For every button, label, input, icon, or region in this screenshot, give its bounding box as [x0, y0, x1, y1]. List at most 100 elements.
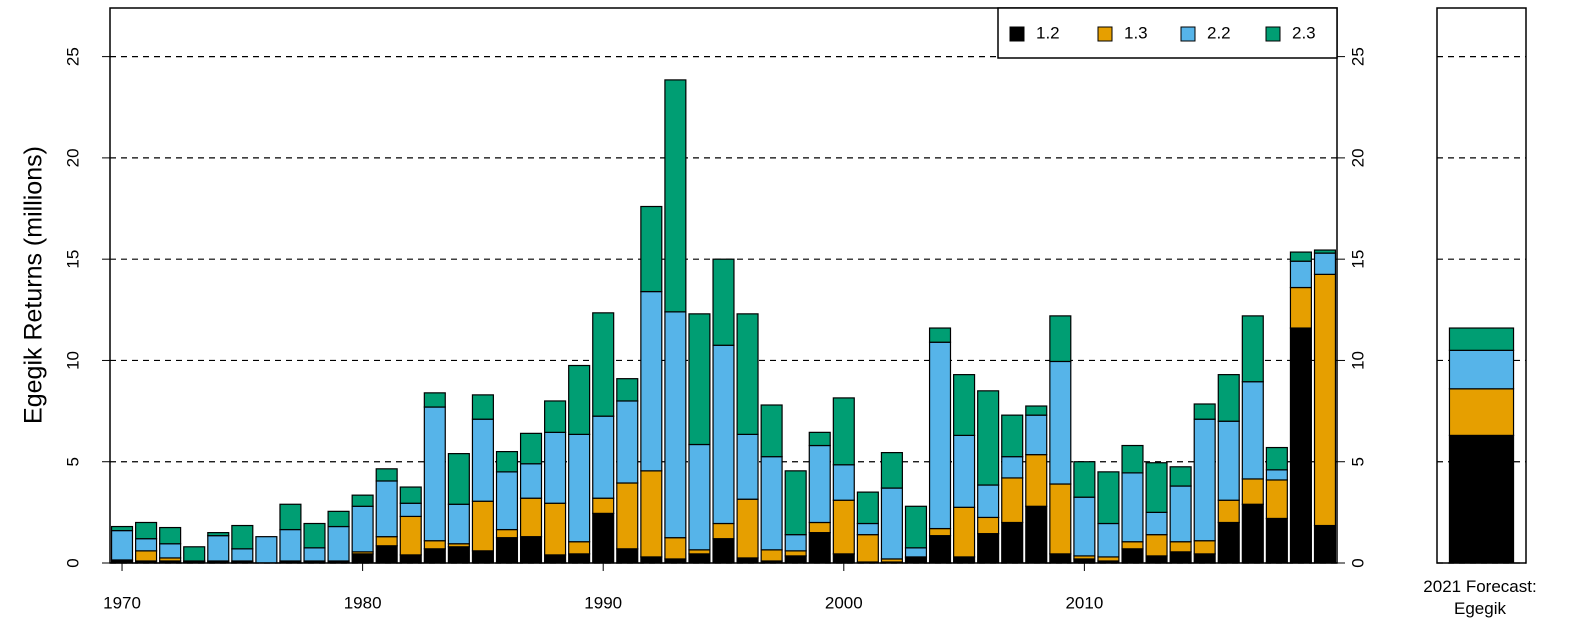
bar-segment: [1265, 479, 1288, 520]
bar-segment: [1265, 446, 1288, 471]
bar-segment: [977, 390, 1000, 486]
bar-segment: [1265, 469, 1288, 481]
bar-segment: [592, 512, 615, 564]
bar-segment: [1121, 472, 1144, 543]
y2-tick-label: 20: [1348, 148, 1367, 167]
bar-segment: [495, 537, 519, 564]
legend-swatch: [1009, 26, 1025, 42]
bar-segment: [471, 394, 494, 420]
bar-segment: [616, 548, 639, 564]
bar-segment: [568, 433, 591, 543]
bar-segment: [1025, 405, 1048, 416]
bar-segment: [880, 452, 903, 489]
bar-segment: [1448, 434, 1515, 564]
bar-segment: [423, 406, 446, 542]
bar-segment: [736, 313, 759, 435]
legend-label: 1.2: [1036, 23, 1060, 42]
bar-segment: [1073, 461, 1096, 498]
bar-segment: [135, 538, 158, 552]
bar-segment: [784, 555, 807, 564]
bar-segment: [1001, 414, 1024, 458]
bar-segment: [688, 443, 711, 551]
bar-segment: [640, 556, 663, 564]
bar-segment: [423, 548, 446, 564]
bar-segment: [1121, 541, 1144, 550]
bar-segment: [447, 453, 470, 505]
bar-segment: [399, 502, 422, 518]
bar-segment: [1241, 315, 1264, 383]
bar-segment: [519, 432, 543, 465]
bar-segment: [784, 550, 807, 557]
bar-segment: [760, 404, 783, 458]
bar-segment: [495, 528, 519, 539]
bar-segment: [712, 258, 735, 346]
bar-segment: [736, 433, 759, 500]
bar-segment: [423, 540, 446, 550]
bar-segment: [110, 529, 134, 561]
bar-segment: [1001, 477, 1024, 524]
y-tick-label: 20: [63, 148, 82, 167]
y2-tick-label: 15: [1348, 250, 1367, 269]
legend-label: 2.3: [1292, 23, 1316, 42]
bar-segment: [664, 311, 687, 539]
bar-segment: [640, 470, 663, 558]
legend-swatch: [1097, 26, 1113, 42]
bar-segment: [399, 486, 422, 504]
bar-segment: [351, 505, 374, 553]
bar-segment: [1097, 471, 1120, 525]
bar-segment: [856, 522, 879, 536]
legend-swatch: [1265, 26, 1281, 42]
bar-segment: [688, 549, 711, 555]
bar-segment: [953, 374, 976, 436]
bar-segment: [736, 557, 759, 564]
bar-segment: [1289, 251, 1312, 262]
bar-segment: [784, 534, 807, 552]
bar-segment: [760, 456, 783, 551]
bar-segment: [880, 487, 903, 560]
bar-segment: [1448, 388, 1515, 436]
bar-segment: [1169, 466, 1192, 487]
bar-segment: [495, 450, 519, 473]
bar-segment: [1448, 349, 1515, 390]
bar-segment: [736, 498, 759, 559]
bar-segment: [808, 532, 831, 564]
bar-segment: [1121, 444, 1144, 474]
bar-segment: [1289, 286, 1312, 329]
bar-segment: [135, 550, 158, 562]
bar-segment: [1217, 420, 1240, 501]
bar-segment: [928, 327, 952, 343]
bar-segment: [904, 547, 928, 558]
bar-segment: [1097, 522, 1120, 558]
bar-segment: [1121, 548, 1144, 564]
y2-tick-label: 5: [1348, 457, 1367, 466]
bar-segment: [1049, 360, 1072, 485]
bar-segment: [544, 431, 567, 504]
bar-segment: [519, 536, 543, 564]
bar-segment: [159, 543, 182, 559]
bar-segment: [1313, 524, 1337, 564]
bar-segment: [231, 524, 254, 550]
bar-segment: [207, 535, 230, 562]
bar-segment: [327, 510, 350, 528]
x-tick-label: 1970: [103, 593, 141, 612]
bar-segment: [808, 431, 831, 447]
bar-segment: [977, 533, 1000, 564]
bar-segment: [303, 547, 326, 562]
bar-segment: [375, 480, 398, 538]
bar-segment: [399, 554, 422, 564]
bar-segment: [568, 553, 591, 564]
bar-segment: [495, 471, 519, 531]
bar-segment: [808, 444, 831, 524]
bar-segment: [953, 434, 976, 508]
bar-segment: [664, 79, 687, 313]
bar-segment: [640, 205, 663, 293]
bar-segment: [712, 522, 735, 540]
x-tick-label: 1990: [584, 593, 622, 612]
y2-tick-label: 0: [1348, 558, 1367, 567]
bar-segment: [712, 538, 735, 564]
bar-segment: [977, 484, 1000, 519]
bar-segment: [1097, 556, 1120, 562]
bar-segment: [832, 397, 855, 466]
x-tick-label: 2000: [825, 593, 863, 612]
